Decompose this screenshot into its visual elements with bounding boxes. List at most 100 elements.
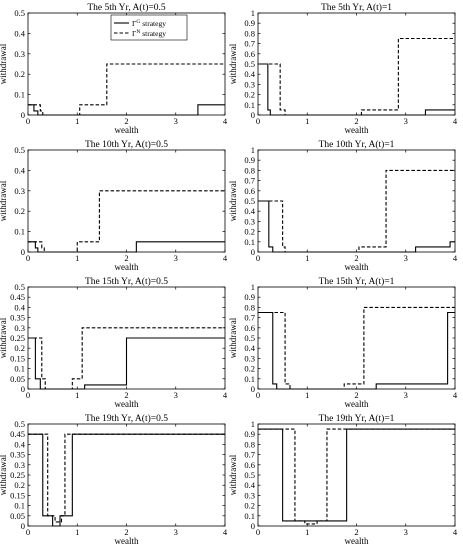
y-tick-label: 0.2 [14, 343, 25, 353]
x-tick-label: 3 [174, 253, 178, 263]
x-tick-label: 2 [354, 390, 358, 400]
y-tick-label: 0.6 [244, 186, 255, 196]
legend-dashed-gamma: Γ [132, 29, 137, 38]
x-tick-label: 0 [256, 527, 260, 537]
y-tick-label: 0.3 [244, 490, 255, 500]
y-tick-label: 0.5 [244, 196, 255, 206]
y-tick-label: 0.4 [14, 302, 25, 312]
x-tick-label: 0 [26, 390, 30, 400]
x-tick-label: 3 [404, 116, 408, 126]
x-tick-label: 1 [75, 253, 79, 263]
panel-title: The 5th Yr, A(t)=1 [321, 2, 392, 13]
chart-panel-6: The 15th Yr, A(t)=1 0 1 2 3 4 00.10.20.30.40.5… [228, 276, 458, 409]
y-tick-label: 0.3 [14, 460, 25, 470]
x-tick-label: 3 [174, 116, 178, 126]
series-gamma-g-line [28, 433, 225, 527]
x-tick-label: 4 [453, 527, 458, 537]
legend-box [110, 14, 188, 41]
panel-title: The 15th Yr, A(t)=1 [319, 276, 395, 287]
y-tick-label: 0.45 [10, 292, 25, 302]
y-tick-label: 0.1 [244, 511, 255, 521]
x-tick-label: 0 [256, 390, 260, 400]
x-tick-label: 2 [124, 253, 128, 263]
y-tick-label: 0.4 [14, 439, 25, 449]
y-tick-label: 0.5 [244, 470, 255, 480]
x-axis-label: wealth [345, 125, 369, 135]
x-tick-label: 4 [453, 253, 458, 263]
y-tick-label: 0.3 [244, 216, 255, 226]
y-tick-label: 0.9 [244, 429, 255, 439]
plot-frame [257, 12, 456, 116]
panel-title: The 19th Yr, A(t)=0.5 [85, 413, 168, 424]
series-gamma-n-line [258, 169, 455, 253]
series-gamma-g-line [28, 104, 225, 116]
plot-frame [257, 423, 456, 527]
y-tick-label: 0 [21, 384, 25, 394]
plot-frame [27, 149, 226, 253]
y-tick-label: 0.2 [244, 364, 255, 374]
y-tick-label: 0.5 [244, 59, 255, 69]
x-tick-label: 4 [223, 253, 228, 263]
x-tick-label: 1 [75, 390, 79, 400]
y-tick-label: 0.35 [10, 313, 25, 323]
y-tick-label: 0.5 [14, 419, 25, 429]
y-axis-label: withdrawal [228, 180, 238, 221]
y-tick-label: 0.1 [14, 90, 25, 100]
y-tick-label: 0.3 [14, 49, 25, 59]
y-tick-label: 0.2 [244, 90, 255, 100]
y-tick-label: 0.25 [10, 470, 25, 480]
y-tick-label: 0.4 [244, 206, 255, 216]
x-tick-label: 0 [256, 116, 260, 126]
y-tick-label: 0.4 [14, 165, 25, 175]
chart-panel-3: The 10th Yr, A(t)=0.5 0 1 2 3 4 0 0.1 0.2 0.3 0.4 0… [0, 139, 228, 272]
y-tick-label: 0.3 [14, 186, 25, 196]
legend-solid-label: ΓG strategy [132, 19, 166, 28]
y-tick-label: 0.5 [14, 145, 25, 155]
y-tick-label: 0.35 [10, 450, 25, 460]
legend-dashed-label: ΓN strategy [132, 29, 166, 38]
chart-panel-5: The 15th Yr, A(t)=0.50 1 2 3 400.050.10.150.… [0, 276, 228, 409]
x-tick-label: 3 [404, 253, 408, 263]
x-tick-label: 1 [305, 390, 309, 400]
y-axis-label: withdrawal [0, 43, 8, 84]
y-tick-label: 0.3 [14, 323, 25, 333]
y-tick-label: 0.1 [244, 374, 255, 384]
y-tick-label: 0.2 [244, 501, 255, 511]
y-axis-label: withdrawal [228, 454, 238, 495]
x-tick-label: 3 [174, 527, 178, 537]
y-tick-label: 0.6 [244, 49, 255, 59]
y-tick-label: 0.4 [14, 28, 25, 38]
series-gamma-n-line [258, 37, 455, 116]
x-tick-label: 4 [453, 390, 458, 400]
plot-frame [27, 423, 226, 527]
x-tick-label: 1 [305, 253, 309, 263]
y-tick-label: 0.5 [14, 8, 25, 18]
panel-title: The 15th Yr, A(t)=0.5 [85, 276, 168, 287]
series-gamma-n-line [28, 327, 225, 390]
y-tick-label: 1 [251, 419, 255, 429]
chart-panel-8: The 19th Yr, A(t)=1 0 1 2 3 4 00.10.20.30.40.5… [228, 413, 458, 546]
y-tick-label: 0.9 [244, 155, 255, 165]
series-gamma-g-line [28, 337, 225, 390]
panel-title: The 19th Yr, A(t)=1 [319, 413, 395, 424]
x-axis-label: wealth [115, 399, 139, 409]
chart-panel-7: The 19th Yr, A(t)=0.50 1 2 3 400.050.10.150.… [0, 413, 228, 546]
series-gamma-g-line [258, 200, 455, 253]
y-tick-label: 0.4 [244, 480, 255, 490]
y-tick-label: 0.3 [244, 353, 255, 363]
y-tick-label: 0.8 [244, 302, 255, 312]
panel-title: The 10th Yr, A(t)=0.5 [85, 139, 168, 150]
y-tick-label: 0.6 [244, 323, 255, 333]
y-tick-label: 0.1 [14, 227, 25, 237]
y-tick-label: 0.8 [244, 439, 255, 449]
y-tick-label: 0 [21, 110, 25, 120]
y-tick-label: 0.15 [10, 490, 25, 500]
y-tick-label: 0.05 [10, 374, 25, 384]
y-tick-label: 0.9 [244, 292, 255, 302]
x-tick-label: 2 [124, 116, 128, 126]
y-tick-label: 0.7 [244, 176, 255, 186]
y-tick-label: 0.6 [244, 460, 255, 470]
x-tick-label: 2 [354, 116, 358, 126]
y-axis-label: withdrawal [228, 43, 238, 84]
